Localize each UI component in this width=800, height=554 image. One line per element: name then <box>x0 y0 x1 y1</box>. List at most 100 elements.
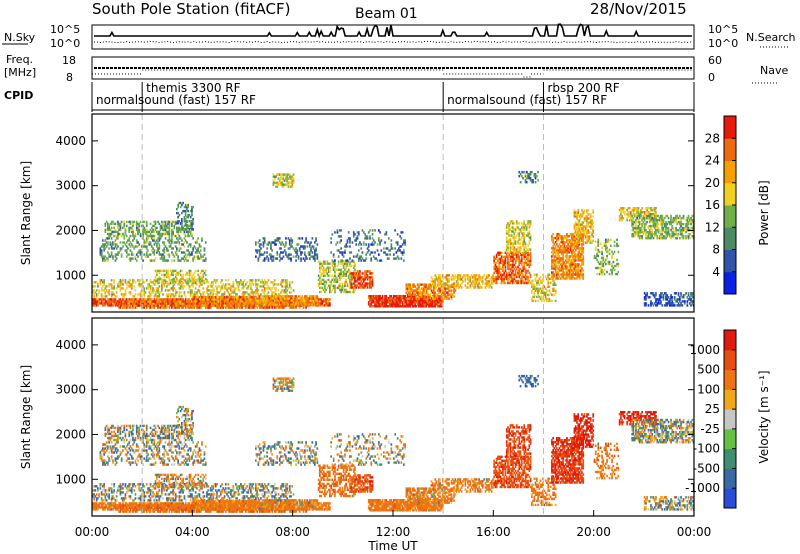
power-data-cell <box>103 298 105 301</box>
power-data-cell <box>232 285 235 288</box>
power-data-cell <box>524 255 527 258</box>
power-data-cell <box>556 273 558 276</box>
power-data-cell <box>450 291 453 294</box>
power-data-cell <box>139 302 142 305</box>
power-data-cell <box>370 303 373 306</box>
power-data-cell <box>416 291 419 294</box>
power-data-cell <box>316 243 319 246</box>
power-data-cell <box>177 298 179 301</box>
power-data-cell <box>433 282 435 285</box>
power-data-cell <box>509 234 512 237</box>
power-data-cell <box>518 255 521 258</box>
power-data-cell <box>248 283 251 286</box>
power-data-cell <box>290 291 292 294</box>
power-data-cell <box>380 299 383 302</box>
power-data-cell <box>561 237 563 240</box>
power-data-cell <box>132 232 134 236</box>
power-data-cell <box>352 288 355 292</box>
power-data-cell <box>319 302 321 305</box>
power-data-cell <box>405 303 408 306</box>
power-data-cell <box>158 277 161 281</box>
power-data-cell <box>581 263 583 266</box>
power-data-cell <box>500 281 503 285</box>
power-data-cell <box>171 271 173 275</box>
power-data-cell <box>390 297 393 300</box>
power-data-cell <box>520 255 523 258</box>
power-data-cell <box>554 263 557 266</box>
power-data-cell <box>113 298 115 301</box>
power-data-cell <box>171 298 173 301</box>
power-data-cell <box>186 304 188 307</box>
power-data-cell <box>173 295 176 298</box>
power-data-cell <box>92 304 94 307</box>
power-data-cell <box>277 177 280 180</box>
power-data-cell <box>577 255 580 258</box>
power-data-cell <box>319 276 321 280</box>
power-data-cell <box>154 279 157 283</box>
power-data-cell <box>386 299 389 302</box>
power-data-cell <box>367 270 370 273</box>
power-data-cell <box>513 281 516 285</box>
power-data-cell <box>183 224 186 228</box>
power-data-cell <box>559 247 562 250</box>
power-data-cell <box>534 287 537 290</box>
power-data-cell <box>552 275 554 278</box>
power-data-cell <box>439 303 442 306</box>
power-data-cell <box>179 285 182 288</box>
power-data-cell <box>513 228 516 231</box>
power-data-cell <box>573 227 576 230</box>
power-data-cell <box>276 253 279 256</box>
power-data-cell <box>110 295 113 298</box>
power-data-cell <box>573 259 576 262</box>
power-data-cell <box>468 276 470 279</box>
power-data-cell <box>322 282 325 286</box>
power-data-cell <box>233 291 236 294</box>
power-data-cell <box>414 293 416 296</box>
power-data-cell <box>272 281 275 284</box>
power-data-cell <box>216 302 218 305</box>
power-data-cell <box>291 185 294 188</box>
power-data-cell <box>145 230 148 234</box>
power-data-cell <box>149 241 152 244</box>
power-data-cell <box>502 255 504 258</box>
power-data-cell <box>133 234 136 238</box>
power-data-cell <box>428 303 430 306</box>
power-data-cell <box>426 293 429 296</box>
power-data-cell <box>232 283 235 286</box>
power-data-cell <box>283 291 286 294</box>
power-data-cell <box>171 232 173 236</box>
power-data-cell <box>532 279 534 282</box>
power-data-cell <box>181 211 183 215</box>
power-data-cell <box>174 275 177 279</box>
power-data-cell <box>159 253 162 256</box>
power-data-cell <box>566 269 568 272</box>
power-data-cell <box>183 232 186 236</box>
noise-panel-frame <box>91 24 695 50</box>
nave-right-tick-bottom: 0 <box>708 71 715 84</box>
power-data-cell <box>454 285 457 288</box>
power-data-cell <box>573 257 576 260</box>
power-data-cell <box>519 248 522 251</box>
power-data-cell <box>359 270 361 273</box>
power-data-cell <box>435 303 438 306</box>
power-data-cell <box>446 293 449 296</box>
power-data-cell <box>104 228 107 232</box>
power-data-cell <box>568 245 571 248</box>
power-data-cell <box>120 247 123 250</box>
power-data-cell <box>275 287 277 290</box>
power-data-cell <box>169 279 172 283</box>
power-data-cell <box>444 289 447 292</box>
power-data-cell <box>129 257 132 260</box>
power-data-cell <box>322 300 325 303</box>
power-data-cell <box>359 284 361 287</box>
power-data-cell <box>275 283 277 286</box>
power-data-cell <box>152 306 154 309</box>
power-data-cell <box>110 243 113 246</box>
power-data-cell <box>187 226 189 229</box>
power-data-cell <box>551 257 553 260</box>
power-data-cell <box>246 304 248 307</box>
power-data-cell <box>98 289 100 292</box>
power-data-cell <box>98 298 100 301</box>
power-data-cell <box>553 237 556 240</box>
power-data-cell <box>178 306 181 309</box>
